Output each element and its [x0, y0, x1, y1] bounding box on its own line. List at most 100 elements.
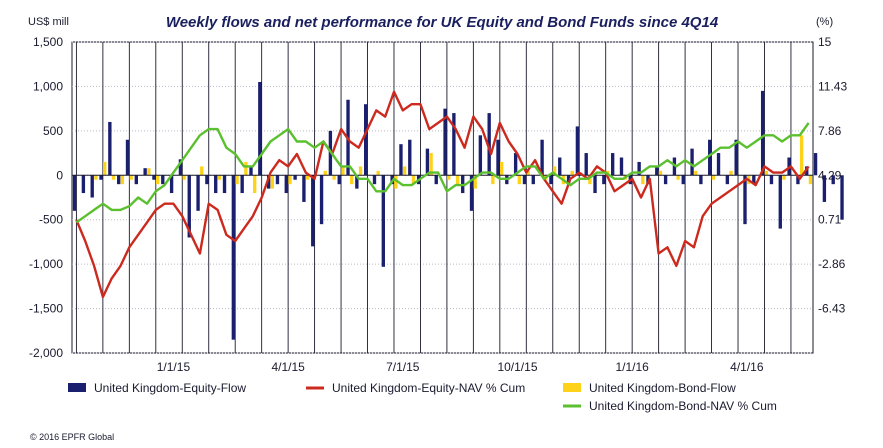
equity-flow-bar: [831, 175, 835, 185]
bond-flow-bar: [711, 175, 716, 180]
equity-flow-bar: [399, 144, 403, 176]
equity-flow-bar: [302, 175, 306, 202]
x-tick-label: 4/1/15: [271, 360, 305, 374]
right-tick-label: 4.29: [818, 168, 842, 182]
equity-flow-bar: [293, 175, 297, 180]
equity-flow-bar: [443, 108, 447, 176]
bond-flow-bar: [570, 170, 574, 176]
bond-flow-bar: [332, 175, 336, 180]
right-tick-label: 15: [818, 35, 832, 49]
right-tick-label: 7.86: [818, 124, 842, 138]
left-tick-label: 1,500: [33, 35, 63, 49]
equity-flow-bar: [549, 175, 553, 185]
equity-flow-bar: [513, 153, 518, 176]
right-tick-label: -2.86: [818, 257, 846, 271]
bond-flow-bar: [491, 175, 495, 185]
equity-flow-bar: [249, 166, 253, 176]
equity-flow-bar: [478, 135, 483, 176]
x-tick-label: 10/1/15: [497, 360, 537, 374]
bond-flow-bar: [120, 175, 125, 185]
equity-flow-bar: [90, 175, 94, 198]
bond-flow-bar: [447, 175, 451, 180]
bond-flow-bar: [588, 175, 592, 185]
equity-flow-bar: [487, 113, 491, 176]
bond-flow-bar: [455, 175, 460, 185]
copyright: © 2016 EPFR Global: [30, 432, 114, 442]
equity-flow-bar: [822, 175, 827, 202]
equity-flow-bar: [769, 175, 774, 185]
x-axis: 1/1/15 4/1/15 7/1/15 10/1/15 1/1/16 4/1/16: [157, 360, 764, 374]
equity-flow-bar: [143, 168, 147, 176]
legend-label-bond-flow: United Kingdom-Bond-Flow: [589, 381, 736, 395]
bond-flow-bar: [376, 170, 380, 176]
bond-flow-bar: [473, 175, 477, 189]
left-tick-label: 1,000: [33, 79, 63, 93]
right-axis: 15 11.43 7.86 4.29 0.71 -2.86 -6.43: [818, 35, 847, 316]
equity-flow-bar: [275, 175, 280, 185]
equity-flow-bar: [743, 175, 747, 225]
equity-flow-bar: [99, 175, 103, 180]
equity-flow-bar: [169, 175, 174, 194]
bond-flow-bar: [217, 175, 222, 180]
bond-flow-bar: [288, 175, 292, 185]
equity-flow-bar: [222, 175, 227, 194]
bond-flow-bar: [517, 175, 522, 185]
bond-flow-bar: [552, 166, 557, 176]
bond-flow-bar: [94, 175, 98, 180]
equity-flow-bar: [205, 175, 209, 185]
left-axis: 1,500 1,000 500 0 -500 -1,000 -1,500 -2,000: [29, 35, 63, 360]
right-tick-label: 0.71: [818, 213, 842, 227]
equity-flow-bar: [663, 175, 668, 185]
equity-flow-bar: [125, 139, 130, 176]
equity-flow-bar: [752, 175, 756, 185]
bond-flow-bar: [429, 153, 433, 176]
equity-flow-bar: [258, 81, 262, 176]
bond-flow-bar: [305, 175, 310, 180]
bond-flow-bar: [155, 175, 160, 185]
equity-flow-bar: [231, 175, 236, 340]
equity-flow-bar: [425, 148, 430, 176]
bond-flow-bar: [394, 175, 398, 189]
equity-nav-line: [75, 90, 810, 299]
equity-flow-bar: [240, 175, 244, 194]
equity-flow-bar: [558, 157, 562, 176]
bond-flow-bar: [782, 175, 786, 180]
bond-flow-bar: [658, 170, 663, 176]
bars: [72, 81, 844, 340]
equity-flow-bar: [575, 126, 580, 176]
legend-swatch-equity-flow: [68, 383, 86, 392]
equity-flow-bar: [602, 175, 606, 185]
equity-flow-bar: [134, 175, 138, 185]
bond-flow-bar: [694, 170, 698, 176]
right-tick-label: 11.43: [818, 79, 847, 93]
equity-flow-bar: [593, 175, 597, 194]
left-tick-label: -2,000: [29, 346, 63, 360]
bond-flow-bar: [200, 166, 204, 176]
equity-flow-bar: [372, 175, 377, 185]
equity-flow-bar: [584, 153, 588, 176]
equity-flow-bar: [363, 104, 368, 176]
equity-flow-bar: [716, 153, 721, 176]
bond-flow-bar: [641, 175, 645, 185]
bond-flow-bar: [526, 170, 530, 176]
equity-flow-bar: [178, 159, 183, 176]
equity-flow-bar: [152, 175, 156, 180]
equity-flow-bar: [760, 90, 765, 176]
equity-flow-bar: [734, 139, 738, 176]
equity-flow-bar: [116, 175, 121, 185]
bond-flow-bar: [111, 175, 116, 180]
legend: United Kingdom-Equity-Flow United Kingdo…: [68, 381, 777, 413]
x-tick-label: 7/1/15: [386, 360, 420, 374]
bond-flow-bar: [253, 175, 257, 194]
grid: [72, 41, 813, 354]
equity-flow-bar: [469, 175, 474, 211]
equity-flow-bar: [681, 175, 685, 185]
equity-flow-bar: [813, 153, 818, 176]
plot-area: [71, 41, 814, 354]
equity-flow-bar: [408, 139, 412, 176]
x-tick-label: 1/1/16: [615, 360, 649, 374]
equity-flow-bar: [311, 175, 315, 247]
equity-flow-bar: [72, 175, 77, 211]
bond-flow-bar: [358, 166, 363, 176]
